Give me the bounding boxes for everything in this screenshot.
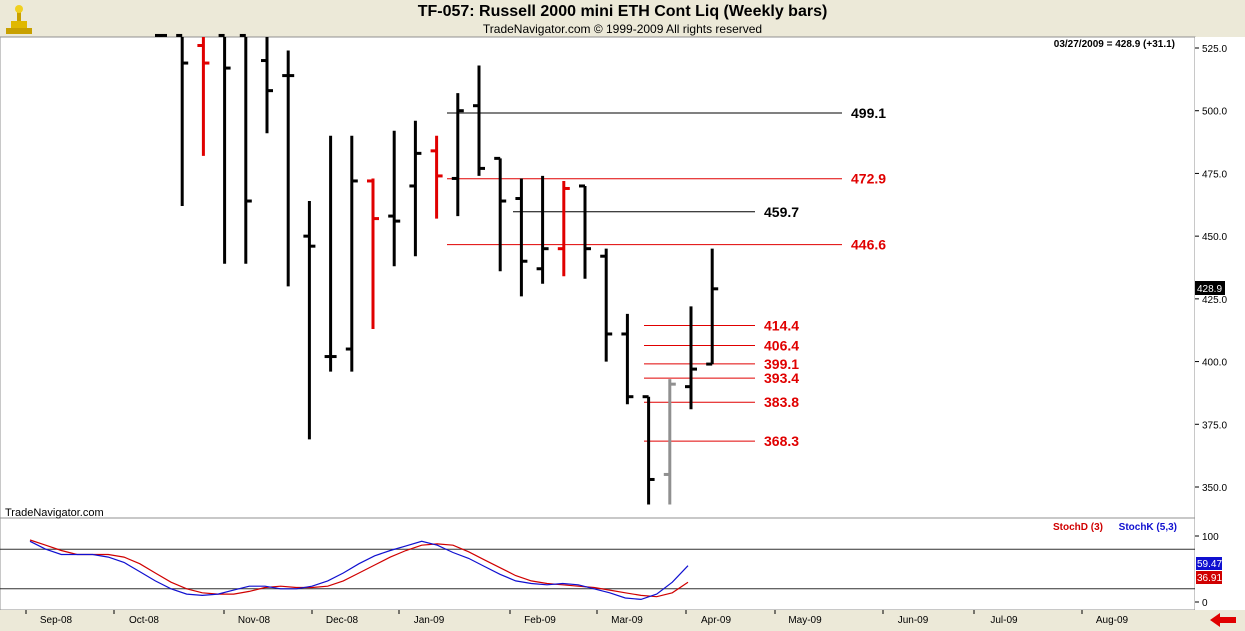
- ohlc-bar: [642, 395, 655, 505]
- stochd-value-tag: [1196, 571, 1222, 584]
- ohlc-bar: [155, 33, 167, 37]
- ohlc-bar: [367, 178, 379, 329]
- price-tick-label: 400.0: [1202, 358, 1227, 369]
- ohlc-bar: [706, 248, 719, 366]
- stochk-value: 59.47: [1197, 559, 1222, 570]
- ohlc-bar: [197, 37, 210, 156]
- date-tick-label: Apr-09: [701, 615, 731, 626]
- date-tick-label: Oct-08: [129, 615, 159, 626]
- ohlc-bar: [239, 33, 252, 264]
- last-price-value: 428.9: [1197, 284, 1222, 295]
- date-tick-label: Jul-09: [990, 615, 1018, 626]
- price-tick-label: 375.0: [1202, 420, 1227, 431]
- ohlc-bar: [345, 135, 358, 372]
- ohlc-bar: [515, 178, 528, 297]
- stochk-line: [29, 540, 689, 601]
- level-label: 446.6: [851, 237, 886, 253]
- ohlc-bar: [600, 248, 613, 362]
- ohlc-bar: [430, 135, 443, 219]
- ohlc-bar: [303, 201, 316, 440]
- date-tick-label: Nov-08: [238, 615, 271, 626]
- ohlc-bar: [388, 130, 401, 267]
- date-tick-label: Jun-09: [898, 615, 929, 626]
- stochk-legend: StochK (5,3): [1119, 522, 1177, 533]
- date-tick-label: Jan-09: [414, 615, 445, 626]
- ohlc-bar: [557, 180, 570, 277]
- level-label: 383.8: [764, 394, 799, 410]
- ohlc-bar: [409, 120, 422, 257]
- watermark: TradeNavigator.com: [5, 507, 104, 519]
- price-axis-area: [1195, 37, 1245, 610]
- ohlc-bar: [261, 37, 273, 134]
- price-tick-label: 450.0: [1202, 232, 1227, 243]
- stochk-value-tag: [1196, 557, 1222, 570]
- price-plot-area: [0, 36, 1196, 519]
- level-label: 414.4: [764, 317, 799, 333]
- ohlc-bar: [218, 33, 231, 264]
- stochd-line: [29, 539, 689, 598]
- trade-navigator-logo-icon: [6, 5, 32, 34]
- price-tick-label: 475.0: [1202, 169, 1227, 180]
- ohlc-bar: [663, 379, 676, 505]
- level-label: 472.9: [851, 171, 886, 187]
- stochd-legend: StochD (3): [1053, 522, 1103, 533]
- level-label: 499.1: [851, 105, 886, 121]
- date-tick-label: Feb-09: [524, 615, 556, 626]
- price-readout: 03/27/2009 = 428.9 (+31.1): [1054, 39, 1175, 50]
- price-tick-label: 425.0: [1202, 295, 1227, 306]
- date-tick-label: Dec-08: [326, 615, 359, 626]
- ohlc-bar: [685, 306, 697, 410]
- chart-subtitle: TradeNavigator.com © 1999-2009 All right…: [482, 22, 763, 36]
- level-label: 406.4: [764, 338, 799, 354]
- level-label: 393.4: [764, 370, 799, 386]
- ohlc-bar: [451, 93, 464, 217]
- date-tick-label: Aug-09: [1096, 615, 1129, 626]
- date-axis-area: [0, 610, 1245, 631]
- date-tick-label: Mar-09: [611, 615, 643, 626]
- level-label: 399.1: [764, 356, 799, 372]
- ohlc-bar: [176, 33, 189, 207]
- level-label: 368.3: [764, 433, 799, 449]
- scroll-left-arrow-icon[interactable]: [1205, 612, 1239, 628]
- date-tick-label: Sep-08: [40, 615, 73, 626]
- ohlc-bar: [536, 175, 549, 284]
- price-tick-label: 500.0: [1202, 107, 1227, 118]
- price-tick-label: 525.0: [1202, 44, 1227, 55]
- date-tick-label: May-09: [788, 615, 822, 626]
- ohlc-bar: [494, 156, 507, 272]
- price-tick-label: 350.0: [1202, 483, 1227, 494]
- ohlc-bar: [473, 65, 485, 176]
- stoch-tick-label: 100: [1202, 532, 1219, 543]
- ohlc-bar: [621, 313, 634, 405]
- indicator-plot-area: [0, 517, 1196, 611]
- chart-title: TF-057: Russell 2000 mini ETH Cont Liq (…: [417, 3, 828, 20]
- stochd-value: 36.91: [1197, 573, 1222, 584]
- ohlc-bar: [324, 135, 337, 372]
- ohlc-bar: [579, 184, 591, 279]
- chart-header: TF-057: Russell 2000 mini ETH Cont Liq (…: [0, 0, 1245, 40]
- ohlc-bar: [282, 50, 295, 287]
- last-price-tag: [1195, 281, 1225, 295]
- level-label: 459.7: [764, 204, 799, 220]
- stoch-tick-label: 0: [1202, 598, 1208, 609]
